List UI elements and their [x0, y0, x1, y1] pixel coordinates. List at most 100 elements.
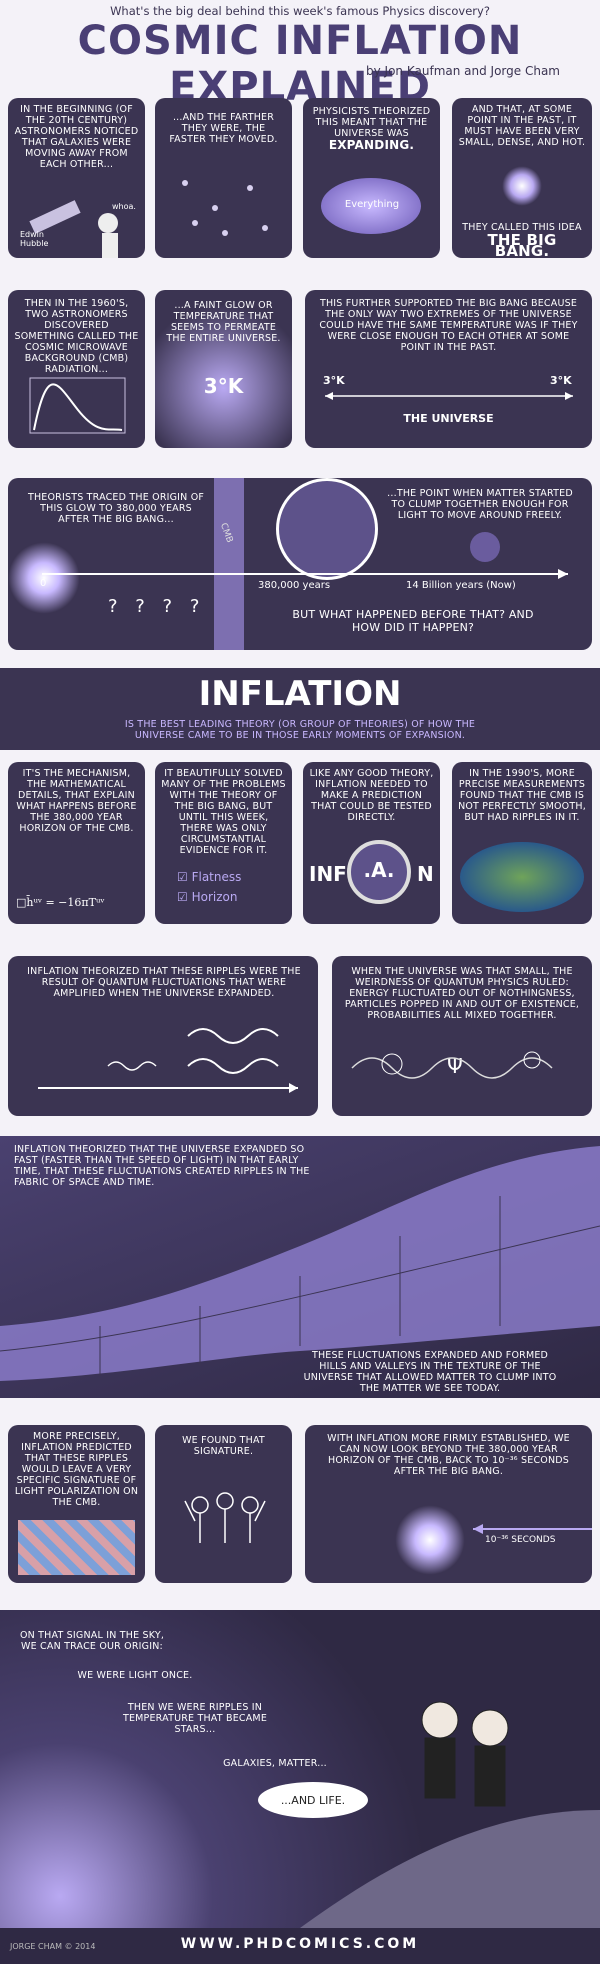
temp-right: 3°K: [550, 374, 572, 387]
timeline-axis: [42, 569, 568, 579]
magnifier-icon: [347, 840, 411, 904]
caption: Theorists traced the origin of this glow…: [27, 492, 205, 525]
spacetime-fabric-icon: [0, 1146, 600, 1381]
word-a: .A.: [363, 858, 395, 882]
caption: ...the point when matter started to clum…: [387, 488, 573, 521]
big-bang-burst-icon: [395, 1505, 465, 1575]
arrow-icon: [473, 1524, 592, 1534]
psi-symbol: Ψ: [447, 1054, 463, 1078]
caption: In the beginning (of the 20th century) a…: [14, 104, 139, 170]
panel-prediction: Like any good theory, inflation needed t…: [303, 762, 440, 924]
panel-problems-solved: It beautifully solved many of the proble…: [155, 762, 292, 924]
caption: Inflation theorized that these ripples w…: [27, 966, 301, 999]
final-caption-4: galaxies, matter...: [223, 1758, 327, 1769]
panel-mechanism: It's the mechanism, the mathematical det…: [8, 762, 145, 924]
checkbox-horizon: ☑ Horizon: [177, 890, 238, 904]
spectrum-chart-icon: [29, 377, 126, 434]
horizon-label: Horizon: [191, 890, 238, 904]
caption: In the 1990's, more precise measurements…: [458, 768, 586, 823]
big-bang-text: THE BIG BANG.: [487, 231, 557, 259]
panel-hubble: In the beginning (of the 20th century) a…: [8, 98, 145, 258]
inflation-subtitle: is the best leading theory (or group of …: [124, 719, 476, 741]
everything-blob: [321, 178, 421, 234]
quantum-squiggle-icon: [351, 1051, 553, 1079]
panel-big-bang: And that, at some point in the past, it …: [452, 98, 592, 258]
timeline-380k: 380,000 years: [258, 580, 331, 591]
big-bang-glow-icon: [8, 542, 80, 614]
cmb-wall: [214, 478, 244, 650]
caption: ...and the farther they were, the faster…: [169, 112, 278, 145]
caption: With inflation more firmly established, …: [327, 1433, 570, 1477]
inflation-title: INFLATION: [198, 674, 402, 714]
panel-galaxies: ...and the farther they were, the faster…: [155, 98, 292, 258]
speech-bubble: [258, 1782, 368, 1818]
temp-left: 3°K: [323, 374, 345, 387]
panel-two-extremes: This further supported the big bang beca…: [305, 290, 592, 448]
now-universe-icon: [470, 532, 500, 562]
cmb-map-icon: [460, 842, 584, 912]
question-marks: ? ? ? ?: [108, 596, 206, 617]
telescope-icon: [29, 200, 118, 258]
seconds-label: 10⁻³⁶ SECONDS: [485, 1535, 556, 1545]
word-n: N: [417, 862, 434, 886]
word-inf: INF: [309, 862, 347, 886]
caption: When the universe was that small, the we…: [344, 966, 580, 1021]
copyright: JORGE CHAM © 2014: [10, 1942, 96, 1951]
flatness-label: Flatness: [191, 870, 242, 884]
caption: And that, at some point in the past, it …: [458, 104, 586, 148]
expanding-text: expanding.: [328, 138, 415, 152]
characters-on-planet-icon: [300, 1701, 600, 1928]
caption: More precisely, inflation predicted that…: [14, 1431, 139, 1508]
whoa-text: whoa.: [112, 202, 136, 211]
celebrating-scientists-icon: [184, 1492, 266, 1543]
caption: They called this idea: [462, 222, 582, 233]
panel-faint-glow: ...a faint glow or temperature that seem…: [155, 290, 292, 448]
polarization-map-icon: [18, 1520, 135, 1575]
speech-text: ...and life.: [280, 1794, 346, 1807]
everything-label: Everything: [344, 199, 400, 210]
panel-cmb-ripples: In the 1990's, more precise measurements…: [452, 762, 592, 924]
final-panel: On that signal in the sky, we can trace …: [0, 1610, 600, 1928]
double-arrow-icon: [325, 392, 573, 400]
header-question: What's the big deal behind this week's f…: [110, 4, 490, 18]
space-fabric-band: Inflation theorized that the universe ex…: [0, 1136, 600, 1398]
panel-amplified: Inflation theorized that these ripples w…: [8, 956, 318, 1116]
panel-signature: We found that signature.: [155, 1425, 292, 1583]
caption: These fluctuations expanded and formed h…: [303, 1350, 557, 1394]
page-title: COSMIC INFLATION EXPLAINED: [77, 18, 523, 110]
temperature-label: 3°K: [203, 374, 244, 398]
caption: Then in the 1960's, two astronomers disc…: [14, 298, 139, 375]
caption: This further supported the big bang beca…: [319, 298, 578, 353]
footer: JORGE CHAM © 2014 WWW.PHDCOMICS.COM: [0, 1928, 600, 1964]
zoom-circle: [276, 478, 378, 580]
caption: It's the mechanism, the mathematical det…: [16, 768, 137, 834]
final-caption-1: On that signal in the sky, we can trace …: [19, 1630, 165, 1652]
panel-timeline: Theorists traced the origin of this glow…: [8, 478, 592, 650]
byline: by Jon Kaufman and Jorge Cham: [366, 64, 560, 78]
panel-expanding: Physicists theorized this meant that the…: [303, 98, 440, 258]
before-question: But WHAT HAPPENED BEFORE THAT? and HOW D…: [292, 608, 534, 634]
panel-horizon: With inflation more firmly established, …: [305, 1425, 592, 1583]
panel-quantum: When the universe was that small, the we…: [332, 956, 592, 1116]
timeline-now: 14 Billion years (Now): [406, 580, 516, 591]
caption: Physicists theorized this meant that the…: [312, 106, 431, 139]
field-equation: □h̄ᵘᵛ = −16πTᵘᵛ: [16, 896, 105, 909]
caption: ...a faint glow or temperature that seem…: [166, 300, 281, 344]
hot-point-icon: [502, 166, 542, 206]
inflation-band: INFLATION is the best leading theory (or…: [0, 668, 600, 750]
caption: It beautifully solved many of the proble…: [161, 768, 286, 856]
panel-cmb-discovery: Then in the 1960's, two astronomers disc…: [8, 290, 145, 448]
universe-label: THE UNIVERSE: [403, 412, 494, 425]
timeline-zero: 0: [40, 578, 47, 589]
checkbox-flatness: ☑ Flatness: [177, 870, 242, 884]
waves-icon: [38, 1028, 298, 1093]
caption: We found that signature.: [182, 1435, 265, 1457]
hubble-name: Edwin Hubble: [20, 230, 49, 248]
panel-polarization: More precisely, inflation predicted that…: [8, 1425, 145, 1583]
caption: Inflation theorized that the universe ex…: [14, 1144, 310, 1188]
galaxies-icon: [182, 180, 268, 236]
final-caption-3: Then we were ripples in temperature that…: [122, 1702, 268, 1735]
caption: Like any good theory, inflation needed t…: [309, 768, 434, 823]
site-link[interactable]: WWW.PHDCOMICS.COM: [180, 1936, 420, 1952]
final-caption-2: We were light once.: [77, 1670, 193, 1681]
